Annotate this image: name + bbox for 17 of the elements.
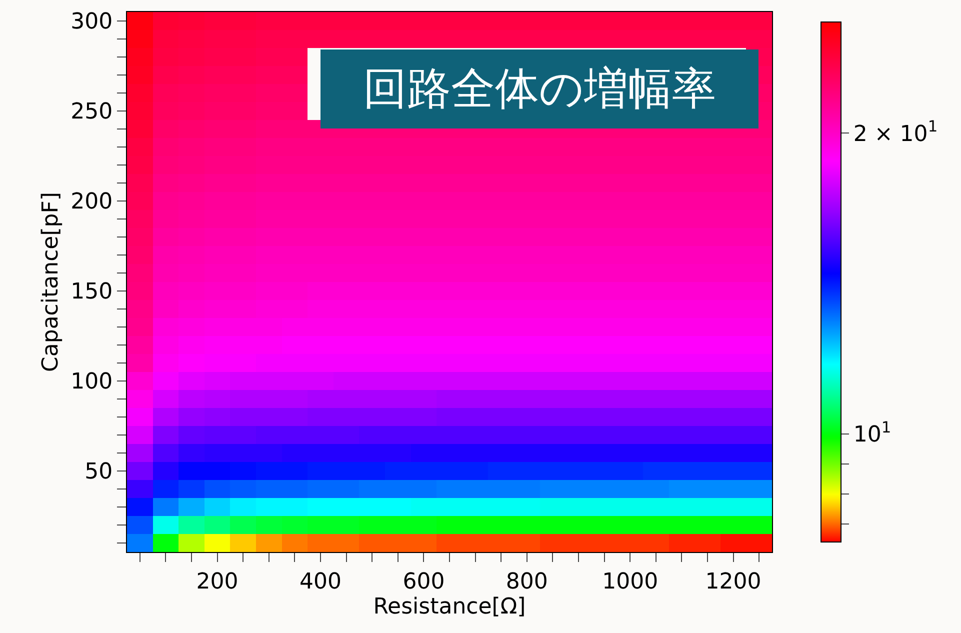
y-tick-label: 300 (70, 10, 113, 35)
y-tick-label: 100 (70, 370, 113, 395)
x-tick-label: 400 (300, 569, 342, 594)
text: 回路全体の増幅率 (363, 64, 716, 114)
y-tick-label: 50 (84, 460, 113, 485)
y-tick-label: 150 (70, 280, 113, 305)
x-axis-title: Resistance[Ω] (373, 594, 526, 620)
y-tick-label: 250 (70, 100, 113, 125)
color-bar-label: 2 × 10$^{1}$ (853, 118, 938, 147)
x-tick-label: 600 (402, 569, 445, 594)
y-tick-label: 200 (70, 190, 113, 215)
x-tick-label: 1000 (602, 569, 658, 594)
x-tick-label: 1200 (705, 569, 762, 594)
x-tick-label: 200 (196, 569, 238, 594)
x-tick-label: 800 (506, 569, 548, 594)
y-axis-title: Capacitance[pF] (38, 192, 64, 372)
color-bar-label: 10$^{1}$ (853, 418, 892, 448)
